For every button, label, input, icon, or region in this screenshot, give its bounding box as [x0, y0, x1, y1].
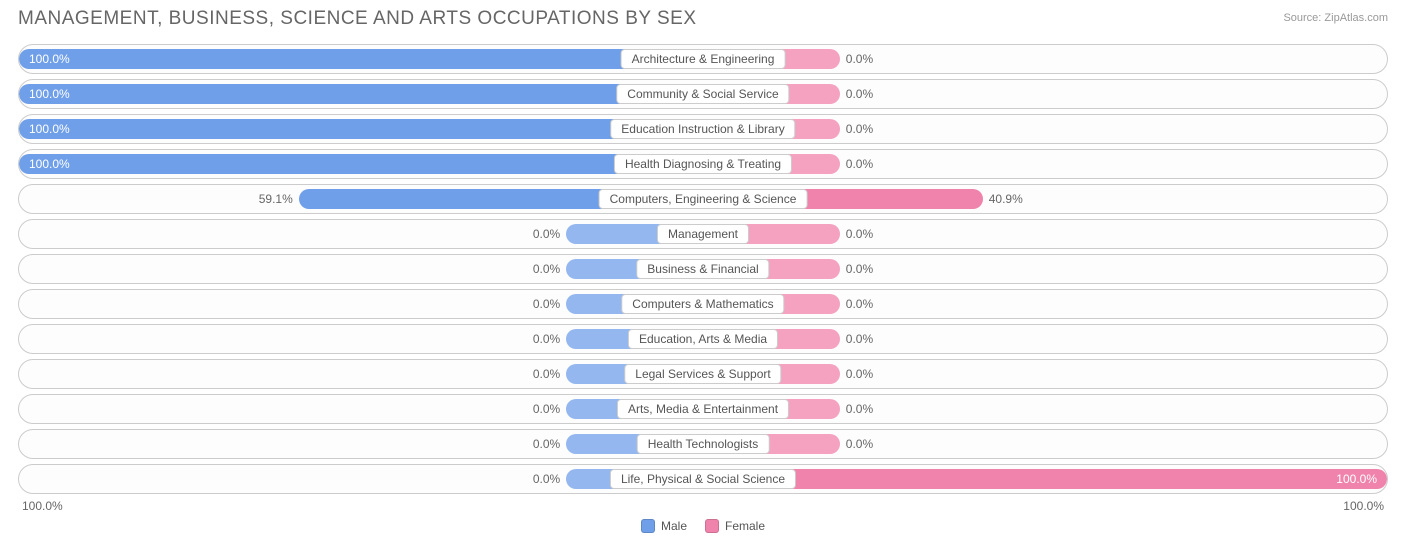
male-value-label: 0.0%	[533, 297, 560, 311]
female-value-label: 0.0%	[846, 367, 873, 381]
chart-row: 0.0% 0.0% Legal Services & Support	[18, 359, 1388, 389]
chart-row: 100.0% 0.0% Architecture & Engineering	[18, 44, 1388, 74]
chart-row: 0.0% 100.0% Life, Physical & Social Scienc…	[18, 464, 1388, 494]
female-value-label: 0.0%	[846, 227, 873, 241]
chart-row: 59.1% 40.9% Computers, Engineering & Scien…	[18, 184, 1388, 214]
male-half: 0.0%	[19, 360, 703, 388]
female-half: 0.0%	[703, 290, 1387, 318]
chart-row: 0.0% 0.0% Health Technologists	[18, 429, 1388, 459]
female-value-label: 0.0%	[846, 262, 873, 276]
female-half: 0.0%	[703, 430, 1387, 458]
male-half: 100.0%	[19, 80, 703, 108]
female-value-label: 100.0%	[1336, 472, 1377, 486]
female-value-label: 0.0%	[846, 437, 873, 451]
male-half: 0.0%	[19, 290, 703, 318]
male-value-label: 0.0%	[533, 262, 560, 276]
chart-header: MANAGEMENT, BUSINESS, SCIENCE AND ARTS O…	[18, 8, 1388, 30]
chart-row: 0.0% 0.0% Computers & Mathematics	[18, 289, 1388, 319]
male-half: 0.0%	[19, 430, 703, 458]
male-swatch	[641, 519, 655, 533]
category-label: Management	[657, 224, 749, 244]
category-label: Computers, Engineering & Science	[599, 189, 808, 209]
female-bar	[703, 469, 1387, 489]
chart-row: 100.0% 0.0% Education Instruction & Librar…	[18, 114, 1388, 144]
female-half: 0.0%	[703, 220, 1387, 248]
female-half: 0.0%	[703, 360, 1387, 388]
female-half: 0.0%	[703, 45, 1387, 73]
female-value-label: 0.0%	[846, 402, 873, 416]
female-half: 100.0%	[703, 465, 1387, 493]
female-value-label: 0.0%	[846, 297, 873, 311]
male-value-label: 100.0%	[29, 52, 70, 66]
male-half: 0.0%	[19, 465, 703, 493]
male-value-label: 0.0%	[533, 367, 560, 381]
male-bar	[19, 49, 703, 69]
diverging-bar-chart: 100.0%0.0%Architecture & Engineering100.…	[18, 44, 1388, 494]
chart-row: 0.0% 0.0% Management	[18, 219, 1388, 249]
male-half: 0.0%	[19, 255, 703, 283]
male-value-label: 0.0%	[533, 227, 560, 241]
category-label: Education Instruction & Library	[610, 119, 795, 139]
male-half: 0.0%	[19, 220, 703, 248]
male-half: 100.0%	[19, 45, 703, 73]
male-value-label: 100.0%	[29, 87, 70, 101]
chart-row: 0.0% 0.0% Business & Financial	[18, 254, 1388, 284]
category-label: Arts, Media & Entertainment	[617, 399, 789, 419]
female-half: 0.0%	[703, 255, 1387, 283]
legend-female-label: Female	[725, 519, 765, 533]
male-value-label: 0.0%	[533, 437, 560, 451]
female-value-label: 0.0%	[846, 52, 873, 66]
axis-left-label: 100.0%	[22, 499, 63, 513]
x-axis: 100.0% 100.0%	[18, 499, 1388, 513]
axis-right-label: 100.0%	[1343, 499, 1384, 513]
female-value-label: 0.0%	[846, 157, 873, 171]
female-swatch	[705, 519, 719, 533]
female-half: 0.0%	[703, 395, 1387, 423]
category-label: Legal Services & Support	[624, 364, 781, 384]
legend-item-male: Male	[641, 519, 687, 533]
category-label: Architecture & Engineering	[621, 49, 786, 69]
legend: Male Female	[18, 519, 1388, 533]
chart-row: 100.0% 0.0% Health Diagnosing & Treating	[18, 149, 1388, 179]
category-label: Education, Arts & Media	[628, 329, 778, 349]
chart-row: 100.0% 0.0% Community & Social Service	[18, 79, 1388, 109]
female-value-label: 40.9%	[989, 192, 1023, 206]
source-label: Source:	[1283, 12, 1321, 24]
female-value-label: 0.0%	[846, 332, 873, 346]
category-label: Business & Financial	[636, 259, 769, 279]
female-half: 0.0%	[703, 325, 1387, 353]
male-value-label: 100.0%	[29, 157, 70, 171]
male-bar	[19, 119, 703, 139]
male-half: 100.0%	[19, 115, 703, 143]
category-label: Community & Social Service	[616, 84, 789, 104]
chart-source: Source: ZipAtlas.com	[1283, 8, 1388, 24]
chart-row: 0.0% 0.0% Arts, Media & Entertainment	[18, 394, 1388, 424]
male-value-label: 100.0%	[29, 122, 70, 136]
male-half: 0.0%	[19, 325, 703, 353]
male-half: 100.0%	[19, 150, 703, 178]
chart-row: 0.0% 0.0% Education, Arts & Media	[18, 324, 1388, 354]
female-half: 0.0%	[703, 115, 1387, 143]
male-half: 0.0%	[19, 395, 703, 423]
legend-male-label: Male	[661, 519, 687, 533]
chart-title: MANAGEMENT, BUSINESS, SCIENCE AND ARTS O…	[18, 8, 697, 30]
female-half: 0.0%	[703, 80, 1387, 108]
male-bar	[19, 84, 703, 104]
legend-item-female: Female	[705, 519, 765, 533]
category-label: Health Technologists	[637, 434, 770, 454]
category-label: Life, Physical & Social Science	[610, 469, 796, 489]
source-value: ZipAtlas.com	[1324, 12, 1388, 24]
female-value-label: 0.0%	[846, 122, 873, 136]
female-half: 0.0%	[703, 150, 1387, 178]
category-label: Health Diagnosing & Treating	[614, 154, 792, 174]
male-value-label: 59.1%	[259, 192, 293, 206]
category-label: Computers & Mathematics	[621, 294, 784, 314]
male-value-label: 0.0%	[533, 472, 560, 486]
female-value-label: 0.0%	[846, 87, 873, 101]
male-bar	[19, 154, 703, 174]
male-value-label: 0.0%	[533, 332, 560, 346]
male-value-label: 0.0%	[533, 402, 560, 416]
